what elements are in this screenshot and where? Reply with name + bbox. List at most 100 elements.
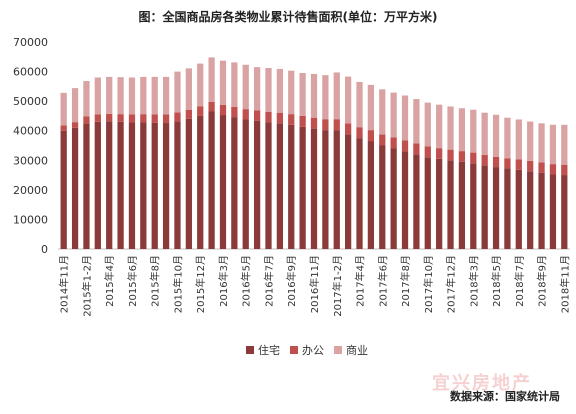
y-tick-label: 40000 xyxy=(13,125,48,138)
x-tick-label: 2018年5月 xyxy=(490,255,503,307)
x-tick-label: 2017年8月 xyxy=(399,255,412,307)
x-tick-label: 2014年11月 xyxy=(58,255,71,313)
x-tick-label: 2016年3月 xyxy=(217,255,230,307)
bar-segment-2 xyxy=(390,137,397,149)
bar-segment-2 xyxy=(71,122,79,128)
legend-label: 商业 xyxy=(346,343,368,357)
bar-segment-1 xyxy=(424,157,431,249)
bar-segment-1 xyxy=(401,151,409,249)
bar-segment-2 xyxy=(185,109,192,119)
bar-segment-2 xyxy=(424,146,431,158)
chart-title: 图：全国商品房各类物业累计待售面积(单位：万平方米) xyxy=(138,10,438,24)
bar-segment-3 xyxy=(515,119,522,160)
bar-segment-1 xyxy=(470,163,477,249)
bar-segment-2 xyxy=(219,104,227,116)
bar-segment-3 xyxy=(140,76,147,115)
x-tick-label: 2015年8月 xyxy=(149,255,162,307)
bar-segment-2 xyxy=(333,119,340,131)
bar-segment-2 xyxy=(379,134,386,146)
bar-segment-2 xyxy=(549,164,557,175)
bar-segment-1 xyxy=(322,130,329,249)
bar-segment-3 xyxy=(447,106,454,150)
bar-segment-2 xyxy=(470,152,477,164)
x-tick-labels: 2014年11月 2015年1-2月 2015年4月 2015年6月 2015年8月 20… xyxy=(58,255,572,317)
bar-segment-2 xyxy=(106,113,113,122)
source-note: 数据来源：国家统计局 xyxy=(450,390,560,403)
x-tick-label: 2016年7月 xyxy=(262,255,275,307)
y-tick-label: 30000 xyxy=(13,154,48,167)
bar-segment-1 xyxy=(71,127,79,249)
bar-segment-1 xyxy=(253,120,261,249)
bar-segment-2 xyxy=(208,101,215,112)
bar-segment-3 xyxy=(538,123,545,163)
bar-segment-3 xyxy=(288,70,295,115)
legend-label: 办公 xyxy=(302,344,324,357)
bar-segment-2 xyxy=(140,114,147,123)
bar-segment-1 xyxy=(561,175,568,249)
bar-segment-1 xyxy=(128,122,136,249)
bar-segment-2 xyxy=(345,123,352,135)
bar-segment-2 xyxy=(515,159,522,170)
bar-segment-2 xyxy=(401,140,409,152)
bar-segment-1 xyxy=(390,148,397,249)
y-tick-label: 60000 xyxy=(13,66,48,79)
x-tick-label: 2016年11月 xyxy=(308,255,321,313)
bar-segment-3 xyxy=(94,77,101,115)
bar-segment-2 xyxy=(265,111,272,123)
bar-segment-2 xyxy=(310,117,318,129)
bar-segment-2 xyxy=(367,130,375,142)
bar-segment-3 xyxy=(436,104,443,149)
bar-segment-2 xyxy=(504,158,511,169)
y-tick-label: 20000 xyxy=(13,184,48,197)
bar-segment-3 xyxy=(424,102,431,147)
bar-segment-3 xyxy=(83,81,90,117)
bars xyxy=(60,57,568,250)
bar-segment-3 xyxy=(345,76,352,124)
legend-label: 住宅 xyxy=(258,343,280,357)
x-tick-label: 2018年7月 xyxy=(513,255,526,307)
bar-segment-1 xyxy=(333,130,340,249)
bar-segment-1 xyxy=(447,160,454,249)
bar-segment-1 xyxy=(219,115,227,249)
bar-segment-1 xyxy=(379,145,386,249)
bar-segment-2 xyxy=(458,151,466,162)
bar-segment-2 xyxy=(447,149,454,161)
bar-segment-1 xyxy=(94,121,101,249)
bar-segment-1 xyxy=(106,121,113,249)
bar-segment-3 xyxy=(413,99,420,144)
bar-segment-2 xyxy=(481,154,488,166)
bar-segment-1 xyxy=(60,130,67,249)
bar-segment-3 xyxy=(470,109,477,153)
bar-segment-1 xyxy=(527,171,534,249)
bar-segment-2 xyxy=(162,114,170,124)
bar-segment-3 xyxy=(162,76,170,115)
bar-segment-1 xyxy=(231,117,238,249)
x-tick-label: 2015年6月 xyxy=(126,255,139,307)
bar-segment-1 xyxy=(265,122,272,249)
bar-segment-3 xyxy=(231,62,238,107)
bar-segment-1 xyxy=(504,168,511,249)
bar-segment-3 xyxy=(561,124,568,165)
x-tick-label: 2017年6月 xyxy=(376,255,389,307)
legend-swatch xyxy=(290,346,298,354)
bar-segment-2 xyxy=(83,116,90,124)
bar-segment-1 xyxy=(299,126,306,249)
bar-segment-1 xyxy=(83,123,90,249)
bar-segment-1 xyxy=(151,122,158,249)
bar-segment-3 xyxy=(481,112,488,155)
legend-swatch xyxy=(246,346,254,354)
bar-segment-3 xyxy=(458,108,466,152)
bar-segment-2 xyxy=(117,114,124,122)
bar-segment-3 xyxy=(117,77,124,115)
bar-segment-3 xyxy=(185,68,192,110)
bar-segment-3 xyxy=(60,92,67,126)
bar-segment-1 xyxy=(242,119,249,249)
bar-segment-2 xyxy=(561,164,568,176)
bar-segment-3 xyxy=(265,68,272,112)
y-tick-label: 0 xyxy=(41,243,48,256)
x-tick-label: 2016年5月 xyxy=(240,255,253,307)
x-tick-label: 2017年10月 xyxy=(422,255,435,313)
x-tick-label: 2016年9月 xyxy=(285,255,298,307)
watermark-logo: 宜兴房地产 xyxy=(432,373,532,394)
bar-segment-3 xyxy=(174,71,181,113)
